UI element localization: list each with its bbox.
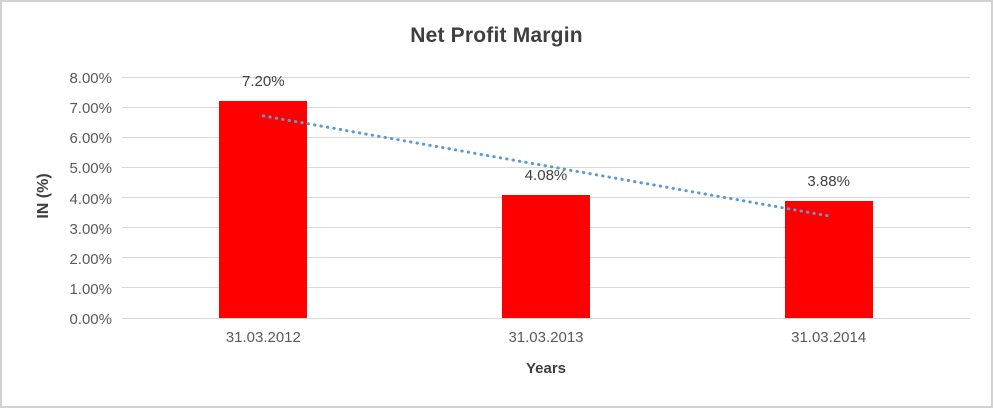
y-axis-tick-label: 6.00% (69, 130, 112, 148)
y-axis-tick-label: 5.00% (69, 160, 112, 178)
x-axis-tick-label: 31.03.2014 (791, 329, 867, 346)
chart-title: Net Profit Margin (410, 24, 583, 47)
x-axis-tick-label: 31.03.2013 (508, 329, 584, 346)
y-axis-tick-label: 4.00% (69, 190, 112, 208)
y-axis-tick-label: 3.00% (69, 220, 112, 238)
gridline (122, 136, 970, 138)
bar[interactable] (502, 195, 590, 318)
bar[interactable] (784, 201, 873, 318)
y-axis-tick-label: 8.00% (69, 70, 112, 87)
gridline (122, 166, 970, 168)
bar-data-label: 3.88% (807, 173, 850, 191)
y-axis-tick-label: 7.00% (69, 100, 112, 118)
bar-data-label: 4.08% (524, 167, 568, 185)
y-axis-tick-label: 1.00% (69, 280, 112, 298)
bar[interactable] (219, 101, 308, 318)
bar-data-label: 7.20% (242, 73, 285, 91)
gridline (122, 76, 970, 78)
trendline[interactable] (122, 77, 970, 318)
gridline (122, 317, 970, 319)
gridline (122, 106, 970, 108)
y-axis-tick-label: 0.00% (69, 311, 112, 328)
x-axis-tick-label: 31.03.2012 (225, 329, 301, 346)
y-axis-tick-label: 2.00% (69, 250, 112, 268)
x-axis-title: Years (525, 360, 567, 377)
plot-area (122, 76, 970, 319)
